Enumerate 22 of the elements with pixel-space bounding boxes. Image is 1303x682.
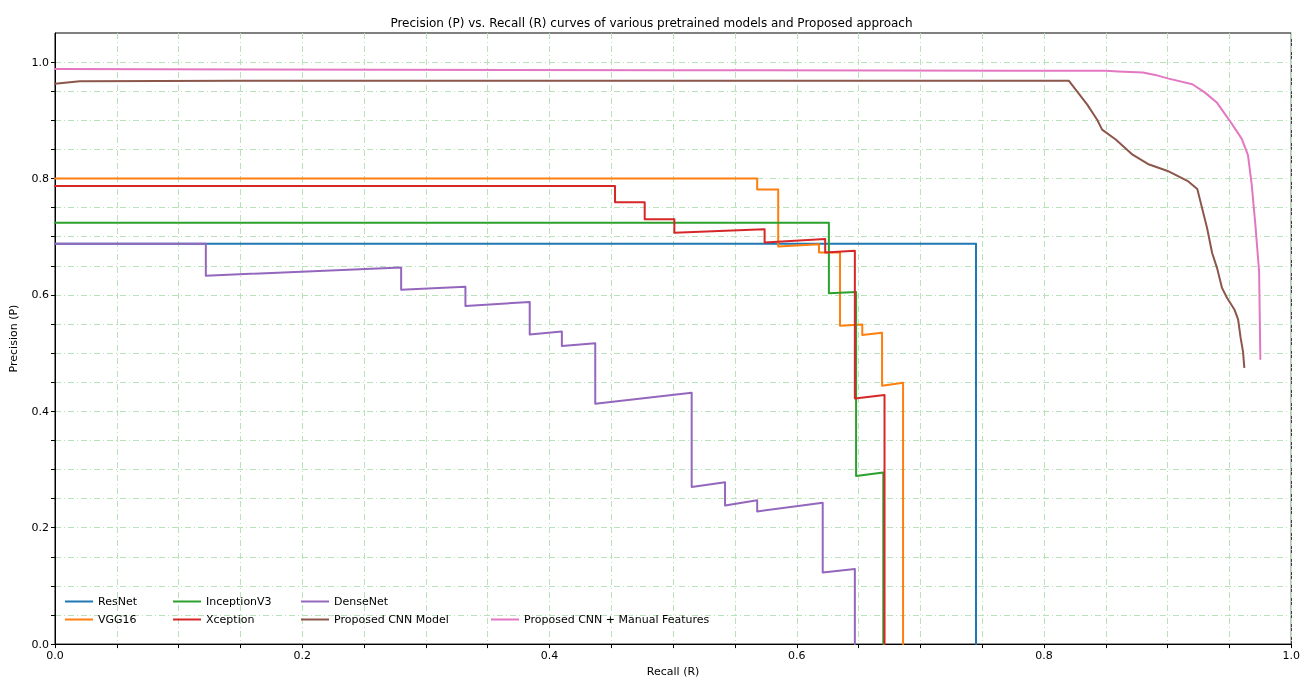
y-tick-label: 0.6 (31, 288, 49, 302)
x-tick-label: 0.8 (1035, 649, 1053, 663)
legend-label: Xception (206, 613, 255, 626)
legend-label: DenseNet (334, 595, 389, 608)
legend-label: Proposed CNN + Manual Features (524, 613, 710, 626)
y-tick-label: 1.0 (31, 55, 49, 69)
legend-label: ResNet (98, 595, 138, 608)
x-tick-label: 0.2 (293, 649, 311, 663)
y-tick-label: 0.2 (31, 521, 49, 535)
x-tick-label: 0.0 (46, 649, 64, 663)
x-tick-label: 0.6 (788, 649, 806, 663)
legend-label: Proposed CNN Model (334, 613, 449, 626)
chart-title: Precision (P) vs. Recall (R) curves of various pretrained models and Proposed approach (390, 16, 913, 30)
y-tick-label: 0.4 (31, 404, 49, 418)
x-tick-label: 0.4 (540, 649, 559, 663)
x-tick-label: 1.0 (1282, 649, 1300, 663)
y-axis-title: Precision (P) (7, 304, 20, 373)
legend-label: InceptionV3 (206, 595, 272, 608)
y-tick-label: 0.0 (31, 637, 49, 651)
y-tick-label: 0.8 (31, 172, 49, 185)
x-axis-title: Recall (R) (646, 665, 700, 678)
legend-label: VGG16 (98, 613, 137, 626)
